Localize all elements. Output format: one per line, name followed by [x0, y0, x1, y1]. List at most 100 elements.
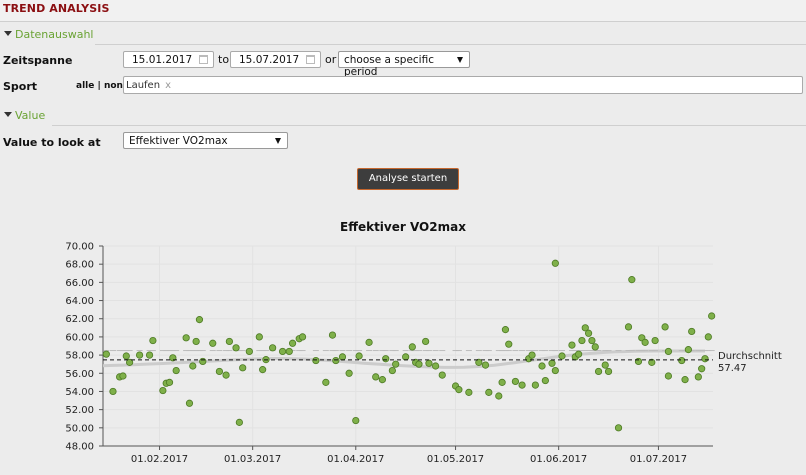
y-tick-label: 70.00	[65, 242, 94, 253]
data-point	[581, 324, 589, 332]
x-tick-label: 01.03.2017	[224, 454, 281, 465]
data-point	[601, 361, 609, 369]
sport-tag-label: Laufen	[126, 80, 161, 91]
data-point	[498, 378, 506, 386]
data-point	[102, 350, 110, 358]
to-label: to	[218, 53, 230, 66]
select-all-link[interactable]: alle	[76, 81, 95, 91]
data-point	[485, 388, 493, 396]
data-point	[684, 346, 692, 354]
data-point	[704, 333, 712, 341]
x-tick-label: 01.04.2017	[327, 454, 384, 465]
data-point	[588, 336, 596, 345]
data-point	[149, 336, 157, 345]
data-point	[402, 353, 410, 361]
data-point	[431, 362, 440, 370]
data-point	[694, 373, 702, 381]
y-tick-label: 60.00	[65, 332, 94, 343]
data-point	[568, 341, 576, 349]
app-title: TREND ANALYSIS	[3, 2, 110, 15]
data-point	[322, 378, 330, 386]
average-value: 57.47	[718, 363, 747, 374]
calendar-icon[interactable]	[199, 55, 208, 64]
data-point	[628, 276, 636, 284]
or-label: or	[325, 53, 337, 66]
remove-tag-icon[interactable]: x	[165, 80, 171, 91]
y-tick-label: 52.00	[65, 405, 94, 416]
y-tick-label: 66.00	[65, 278, 94, 289]
data-point	[279, 347, 287, 356]
data-point	[285, 347, 293, 356]
data-point	[438, 371, 446, 379]
section-value-label: Value	[15, 109, 46, 122]
data-point	[145, 351, 154, 359]
data-point	[255, 333, 263, 341]
data-point	[235, 418, 243, 426]
data-point	[455, 386, 463, 394]
analyse-button[interactable]: Analyse starten	[357, 168, 459, 190]
dropdown-arrow-icon	[275, 138, 281, 144]
data-point	[664, 347, 673, 356]
value-select[interactable]: Effektiver VO2max	[123, 132, 288, 149]
data-point	[245, 347, 253, 356]
x-tick-label: 01.07.2017	[630, 454, 687, 465]
section-divider	[52, 125, 806, 126]
data-point	[422, 337, 430, 346]
period-label: Zeitspanne	[3, 54, 73, 67]
data-point	[345, 369, 353, 377]
data-point	[126, 358, 134, 366]
data-point	[528, 351, 536, 359]
data-point	[541, 376, 549, 385]
select-none-link[interactable]: none	[103, 81, 130, 91]
data-point	[591, 343, 599, 351]
section-value-toggle[interactable]: Value	[4, 109, 45, 123]
section-date-toggle[interactable]: Datenauswahl	[4, 28, 93, 42]
data-point	[189, 362, 197, 370]
data-point	[505, 340, 513, 348]
data-point	[465, 388, 473, 396]
date-from-input[interactable]: 15.01.2017	[123, 51, 214, 68]
data-point	[355, 352, 363, 360]
data-point	[332, 356, 340, 365]
calendar-icon[interactable]	[306, 55, 315, 64]
data-point	[701, 355, 709, 363]
data-point	[501, 326, 510, 334]
data-point	[312, 356, 320, 365]
data-point	[425, 359, 433, 367]
data-point	[495, 392, 503, 400]
data-point	[648, 358, 656, 366]
section-divider	[95, 44, 806, 45]
data-point	[185, 399, 194, 407]
data-point	[165, 378, 174, 386]
date-to-input[interactable]: 15.07.2017	[230, 51, 321, 68]
data-point	[594, 367, 603, 376]
data-point	[259, 366, 267, 374]
y-tick-label: 62.00	[65, 314, 94, 325]
data-point	[352, 416, 360, 425]
data-point	[681, 376, 689, 384]
y-tick-label: 58.00	[65, 351, 94, 362]
data-point	[365, 338, 373, 346]
data-point	[548, 359, 556, 367]
period-select[interactable]: choose a specific period	[338, 51, 470, 78]
sport-multiselect[interactable]: Laufen x	[123, 76, 803, 94]
y-tick-label: 54.00	[65, 387, 94, 398]
chart-axes: 70.00 68.00 66.00 64.00 62.00 60.00 58.00 56.00…	[65, 242, 713, 465]
data-point	[182, 334, 190, 342]
chart-grid	[103, 245, 713, 447]
data-point	[651, 336, 659, 345]
data-point	[338, 353, 347, 361]
data-point	[209, 339, 217, 347]
section-date-label: Datenauswahl	[15, 28, 94, 41]
data-point	[239, 364, 247, 372]
collapse-triangle-icon	[4, 112, 12, 117]
dropdown-arrow-icon	[457, 57, 463, 63]
data-point	[475, 358, 483, 366]
value-label: Value to look at	[3, 136, 101, 149]
data-point	[225, 337, 233, 346]
data-point	[222, 371, 230, 379]
y-tick-label: 68.00	[65, 260, 94, 271]
data-point	[122, 352, 130, 360]
data-point	[269, 344, 277, 352]
